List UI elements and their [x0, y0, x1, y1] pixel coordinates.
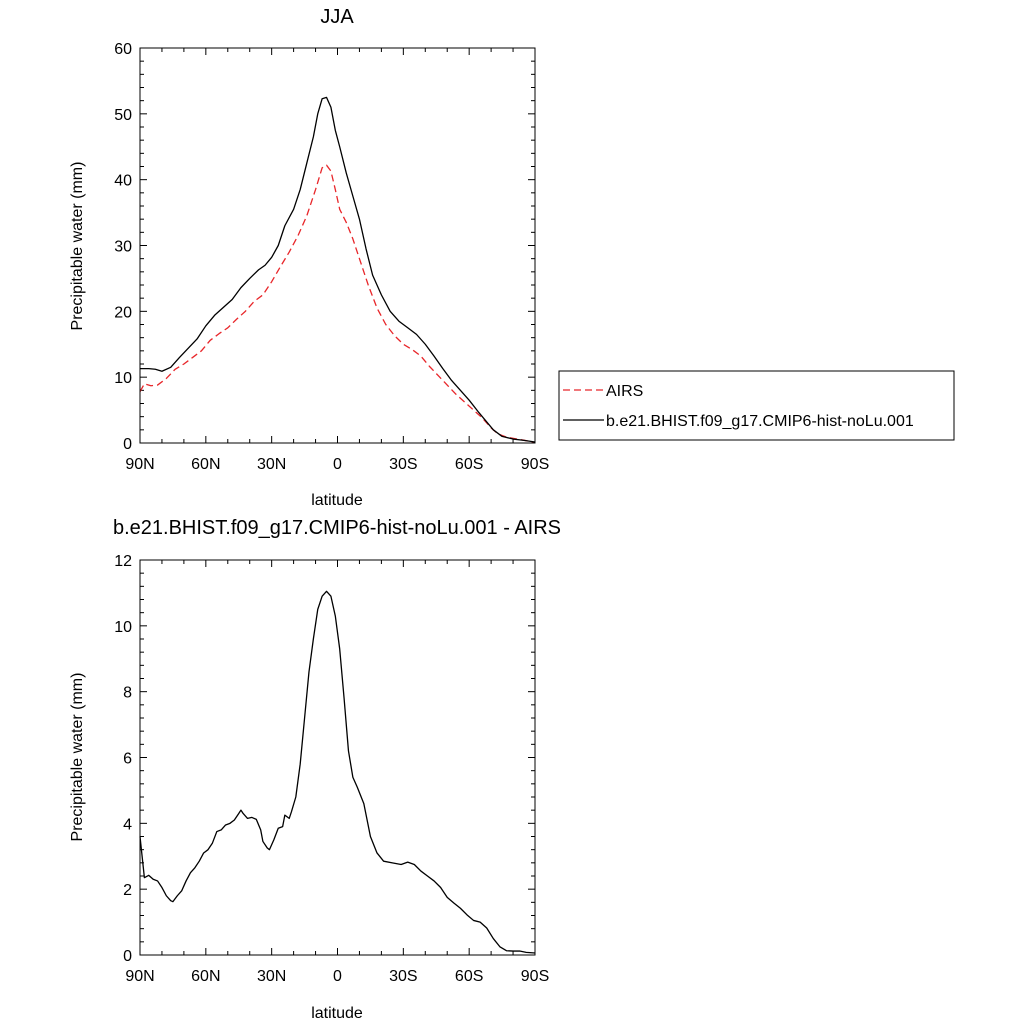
x-tick-label: 0 [333, 456, 342, 473]
chart-bottom-title: b.e21.BHIST.f09_g17.CMIP6-hist-noLu.001 … [113, 517, 561, 539]
x-tick-label: 60S [455, 968, 483, 985]
y-tick-label: 0 [123, 436, 132, 453]
chart-bottom: b.e21.BHIST.f09_g17.CMIP6-hist-noLu.001 … [69, 517, 561, 1022]
y-tick-label: 20 [114, 304, 132, 321]
series-line-model [140, 96, 536, 443]
x-tick-label: 30N [257, 968, 286, 985]
chart-bottom-xlabel: latitude [311, 1005, 363, 1022]
legend-label-airs: AIRS [606, 383, 643, 400]
legend: AIRS b.e21.BHIST.f09_g17.CMIP6-hist-noLu… [558, 370, 955, 441]
x-tick-label: 0 [333, 968, 342, 985]
y-tick-label: 30 [114, 239, 132, 256]
chart-bottom-ticks [139, 559, 536, 956]
legend-label-model: b.e21.BHIST.f09_g17.CMIP6-hist-noLu.001 [606, 413, 914, 430]
y-tick-label: 10 [114, 619, 132, 636]
x-tick-label: 30S [389, 968, 417, 985]
y-tick-label: 0 [123, 948, 132, 965]
chart-top-ticks [139, 47, 536, 444]
chart-top-frame [139, 47, 536, 444]
chart-top-title: JJA [320, 6, 354, 28]
chart-top-tick-labels: 90N 60N 30N 0 30S 60S 90S 0 10 20 30 40 50 60 [114, 41, 549, 473]
chart-top-series [139, 96, 536, 443]
x-tick-label: 90S [521, 456, 549, 473]
x-tick-label: 90S [521, 968, 549, 985]
series-line-airs [139, 164, 536, 443]
x-tick-label: 60N [191, 968, 220, 985]
y-tick-label: 4 [123, 816, 132, 833]
y-tick-label: 10 [114, 370, 132, 387]
y-tick-label: 6 [123, 751, 132, 768]
y-tick-label: 2 [123, 882, 132, 899]
x-tick-label: 30N [257, 456, 286, 473]
chart-top-ylabel: Precipitable water (mm) [69, 162, 86, 331]
y-tick-label: 12 [114, 553, 132, 570]
legend-box [558, 370, 955, 441]
chart-bottom-series [139, 590, 536, 954]
y-tick-label: 40 [114, 173, 132, 190]
chart-bottom-ylabel: Precipitable water (mm) [69, 673, 86, 842]
x-tick-label: 90N [125, 456, 154, 473]
y-tick-label: 60 [114, 41, 132, 58]
x-tick-label: 90N [125, 968, 154, 985]
x-tick-label: 30S [389, 456, 417, 473]
y-tick-label: 50 [114, 107, 132, 124]
chart-top: JJA Precipitable water (mm) latitude 90N… [69, 6, 549, 509]
chart-bottom-frame [139, 559, 536, 956]
chart-bottom-tick-labels: 90N 60N 30N 0 30S 60S 90S 0 2 4 6 8 10 12 [114, 553, 549, 985]
legend-item-model: b.e21.BHIST.f09_g17.CMIP6-hist-noLu.001 [563, 413, 914, 430]
chart-top-xlabel: latitude [311, 492, 363, 509]
series-line-difference [139, 590, 536, 954]
x-tick-label: 60S [455, 456, 483, 473]
legend-item-airs: AIRS [563, 383, 643, 400]
y-tick-label: 8 [123, 685, 132, 702]
x-tick-label: 60N [191, 456, 220, 473]
